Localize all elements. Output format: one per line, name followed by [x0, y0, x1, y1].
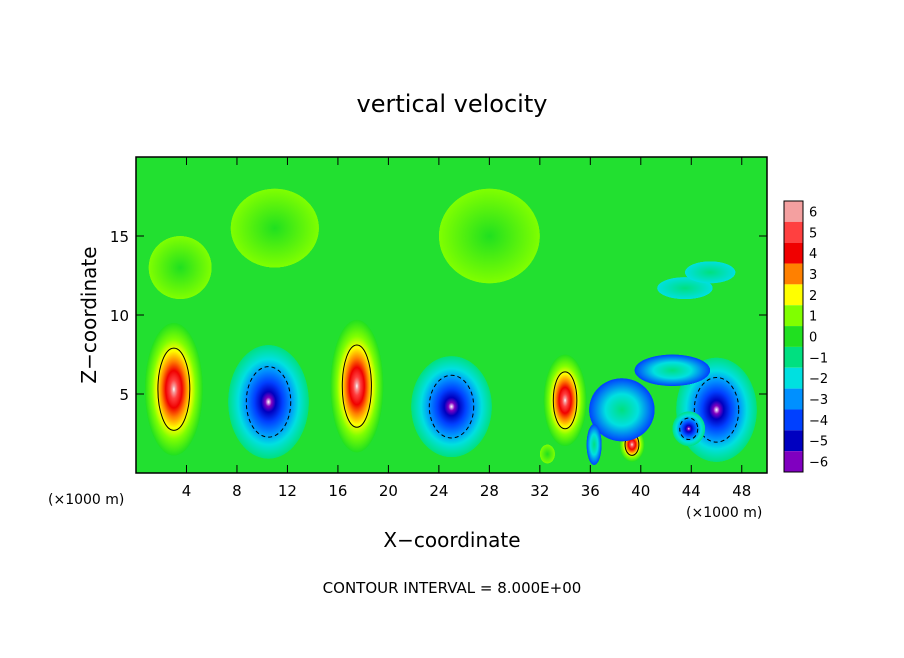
- colorbar-swatch: [784, 409, 803, 431]
- colorbar-tick-label: −1: [809, 351, 828, 366]
- colorbar-tick-label: 1: [809, 310, 817, 325]
- contour-line: [679, 417, 699, 441]
- contour-line: [693, 376, 740, 443]
- updraft-cell: [543, 354, 587, 447]
- colorbar-frame: [783, 200, 804, 473]
- downdraft-cell: [589, 378, 655, 442]
- x-unit-left: (×1000 m): [48, 492, 124, 508]
- colorbar-tick-label: −5: [809, 435, 828, 450]
- colorbar-tick-label: 6: [809, 205, 817, 220]
- colorbar-swatch: [784, 326, 803, 347]
- colorbar-swatch: [784, 430, 803, 452]
- colorbar-tick-label: −6: [809, 456, 828, 471]
- contour-line: [341, 344, 372, 428]
- downdraft-cell: [672, 411, 706, 447]
- x-tick-label: 32: [530, 482, 549, 500]
- updraft-cell: [539, 444, 555, 464]
- colorbar-tick-label: 0: [809, 331, 817, 346]
- x-tick-label: 36: [581, 482, 600, 500]
- y-tick-label: 15: [110, 228, 129, 246]
- colorbar-tick-label: −4: [809, 414, 828, 429]
- updraft-cell: [144, 322, 203, 456]
- updraft-cell: [438, 188, 540, 284]
- colorbar-swatch: [784, 221, 803, 243]
- downdraft-cell: [228, 345, 309, 459]
- chart-title: vertical velocity: [357, 90, 548, 118]
- updraft-cell: [230, 188, 319, 268]
- downdraft-cell: [586, 424, 602, 466]
- contour-line: [552, 371, 578, 430]
- downdraft-cell: [657, 277, 713, 300]
- downdraft-cell: [411, 356, 492, 458]
- x-tick-label: 48: [732, 482, 751, 500]
- y-axis-label: Z−coordinate: [77, 246, 101, 383]
- colorbar-tick-label: 4: [809, 247, 817, 262]
- colorbar-swatch: [784, 242, 803, 264]
- y-tick-label: 10: [110, 307, 129, 325]
- x-tick-label: 4: [182, 482, 192, 500]
- x-tick-label: 16: [328, 482, 347, 500]
- x-tick-label: 8: [232, 482, 242, 500]
- contour-line: [428, 374, 475, 439]
- colorbar-swatch: [784, 346, 803, 368]
- x-unit-right: (×1000 m): [686, 505, 762, 521]
- colorbar-swatch: [784, 263, 803, 285]
- colorbar: 6 5 4 3 2 1 0 −1 −2 −3 −4 −5 −6: [783, 200, 828, 473]
- x-tick-label: 24: [429, 482, 448, 500]
- velocity-field: [144, 188, 757, 466]
- x-tick-label: 28: [480, 482, 499, 500]
- colorbar-swatch: [784, 284, 803, 306]
- colorbar-tick-label: 3: [809, 268, 817, 283]
- colorbar-swatch: [784, 388, 803, 410]
- x-tick-label: 12: [278, 482, 297, 500]
- colorbar-tick-label: −2: [809, 372, 828, 387]
- downdraft-cell: [634, 354, 711, 387]
- contour-interval-note: CONTOUR INTERVAL = 8.000E+00: [323, 579, 582, 597]
- contour-line: [245, 366, 292, 438]
- colorbar-tick-label: −3: [809, 393, 828, 408]
- x-axis: 4 8 12 16 20 24 28 32 36 40 44 48: [182, 157, 751, 500]
- colorbar-swatch: [784, 201, 803, 222]
- updraft-cell: [148, 236, 212, 300]
- colorbar-swatch: [784, 451, 803, 472]
- x-tick-label: 44: [682, 482, 701, 500]
- x-axis-label: X−coordinate: [383, 528, 520, 552]
- colorbar-tick-label: 2: [809, 289, 817, 304]
- x-tick-label: 20: [379, 482, 398, 500]
- contour-line: [157, 347, 191, 431]
- x-tick-label: 40: [631, 482, 650, 500]
- plot-area: [136, 157, 767, 473]
- y-tick-label: 5: [119, 386, 129, 404]
- colorbar-swatch: [784, 367, 803, 389]
- y-axis: 5 10 15: [110, 228, 767, 404]
- colorbar-tick-label: 5: [809, 226, 817, 241]
- updraft-cell: [330, 319, 384, 453]
- colorbar-swatch: [784, 305, 803, 327]
- downdraft-cell: [684, 261, 736, 284]
